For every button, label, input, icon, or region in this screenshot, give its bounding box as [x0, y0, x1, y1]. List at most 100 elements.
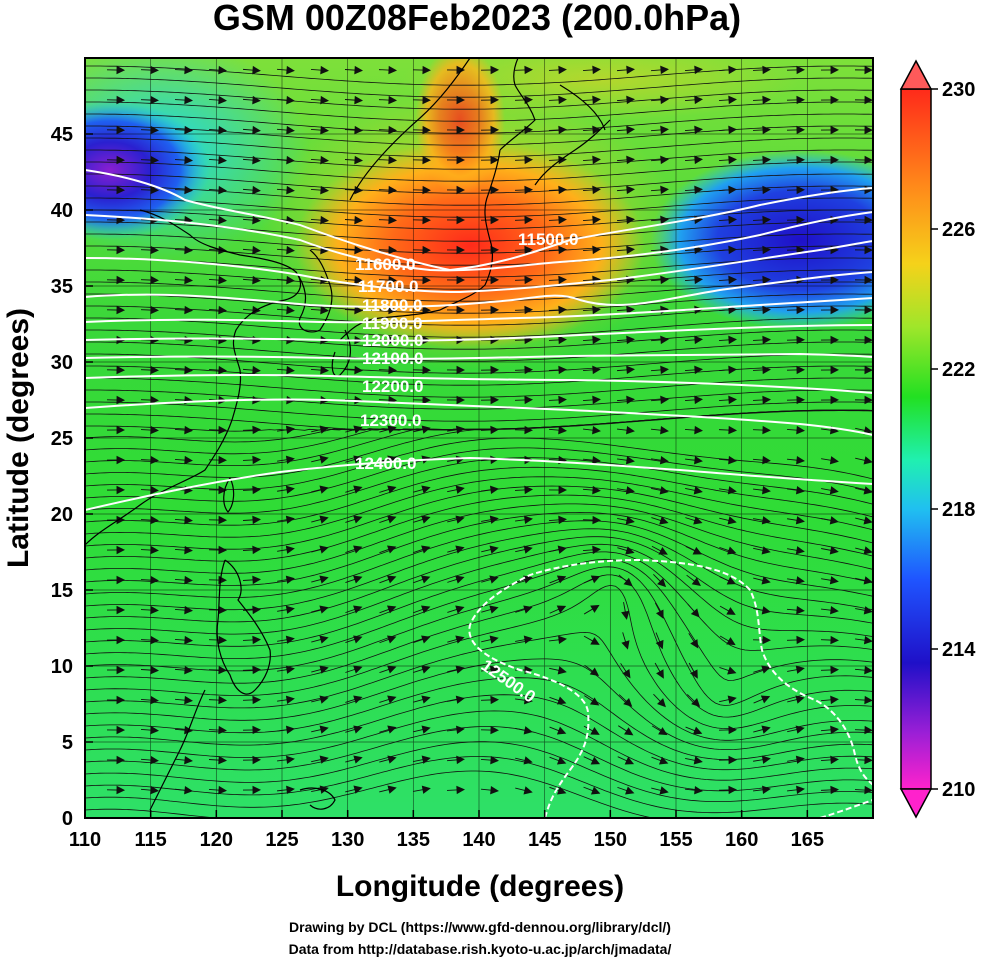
wind-arrow [412, 215, 432, 225]
streamline [85, 317, 873, 338]
wind-arrow [582, 125, 601, 135]
wind-arrow [753, 485, 771, 495]
wind-arrow [583, 756, 601, 765]
wind-arrow-head [252, 695, 261, 705]
wind-arrow-head [422, 215, 432, 225]
wind-arrow-head [658, 756, 669, 765]
wind-arrow-head [353, 665, 363, 674]
wind-arrow [515, 696, 533, 705]
wind-arrows [106, 65, 873, 795]
wind-arrow-head [694, 275, 703, 285]
wind-arrow-head [388, 215, 397, 225]
wind-arrow-head [116, 95, 126, 105]
wind-arrow-head [626, 335, 635, 345]
wind-arrow [855, 486, 873, 495]
wind-arrow [310, 125, 329, 135]
wind-arrow-head [660, 395, 669, 405]
wind-arrow-head [150, 725, 159, 735]
wind-arrow [345, 515, 363, 524]
wind-arrow-head [626, 125, 635, 135]
wind-arrow-head [728, 245, 737, 255]
wind-arrow-head [523, 515, 533, 524]
x-axis: 110 115 120 125 130 135 140 145 150 155 160 165 [69, 810, 824, 851]
wind-arrow [345, 485, 363, 494]
wind-arrow [446, 95, 466, 105]
wind-arrow [208, 365, 227, 375]
wind-arrow-head [218, 695, 227, 705]
wind-arrow-head [286, 65, 295, 75]
wind-arrow-head [830, 275, 840, 285]
colorbar-min-arrow [899, 788, 933, 819]
wind-arrow-head [422, 65, 432, 75]
wind-arrow-head [830, 665, 839, 675]
wind-arrow-head [116, 215, 126, 225]
wind-arrow [684, 425, 703, 435]
wind-arrow [208, 635, 228, 645]
wind-arrow [719, 605, 736, 615]
honshu-coast [339, 149, 501, 341]
wind-arrow-head [796, 605, 805, 615]
colorbar-tick-label: 226 [942, 219, 975, 241]
wind-arrow [582, 515, 602, 525]
y-tick-label: 10 [51, 656, 73, 678]
wind-arrow [854, 245, 873, 255]
wind-arrow [277, 695, 295, 704]
wind-arrow [378, 185, 397, 195]
wind-arrow [140, 395, 159, 405]
wind-arrow-head [558, 515, 567, 525]
wind-arrow-head [691, 577, 701, 587]
wind-arrow-head [660, 185, 669, 195]
streamline [85, 293, 873, 314]
wind-arrow [548, 185, 567, 195]
x-tick-label: 160 [725, 829, 758, 851]
wind-arrow [480, 305, 500, 315]
wind-arrow [651, 486, 669, 495]
wind-arrow [140, 185, 159, 195]
wind-arrow-head [286, 305, 295, 315]
wind-arrow [481, 575, 499, 584]
wind-arrow-head [184, 425, 193, 435]
wind-arrow-head [830, 65, 840, 75]
wind-arrow [616, 395, 635, 405]
wind-arrow-head [796, 245, 806, 255]
wind-arrow-head [590, 604, 600, 613]
streamline [85, 658, 873, 750]
wind-arrow-head [184, 365, 193, 375]
wind-arrow [242, 215, 261, 225]
wind-arrow-head [489, 665, 499, 674]
wind-arrow-head [116, 185, 126, 195]
wind-arrow-head [184, 695, 193, 705]
wind-arrow [685, 546, 703, 555]
wind-arrow [447, 665, 465, 674]
wind-arrow-head [590, 786, 601, 795]
wind-arrow [616, 365, 635, 375]
wind-arrow-head [285, 635, 295, 644]
wind-arrow [820, 725, 839, 735]
wind-arrow-head [218, 125, 227, 135]
wind-arrow-head [728, 65, 737, 75]
wind-arrow [514, 215, 533, 225]
streamline [85, 377, 873, 398]
wind-arrow [277, 545, 295, 554]
wind-arrow [786, 95, 806, 105]
wind-arrow [412, 185, 432, 195]
wind-arrow [752, 395, 771, 405]
wind-arrow-head [863, 546, 873, 555]
wind-arrow-head [626, 155, 635, 165]
wind-arrow [786, 605, 805, 615]
wind-arrow [208, 305, 227, 315]
wind-arrow [617, 756, 635, 765]
wind-arrow-head [150, 155, 159, 165]
wind-arrow-head [762, 245, 771, 255]
wind-arrow [480, 425, 499, 435]
wind-arrow-head [523, 696, 533, 705]
wind-arrow-head [252, 575, 261, 585]
wind-arrow [752, 365, 771, 375]
wind-arrow [242, 545, 261, 555]
wind-arrow-head [116, 425, 126, 435]
colorbar-tick-label: 222 [942, 359, 975, 381]
wind-arrow-head [694, 365, 703, 375]
wind-arrow-head [761, 516, 771, 525]
wind-arrow [447, 605, 465, 614]
